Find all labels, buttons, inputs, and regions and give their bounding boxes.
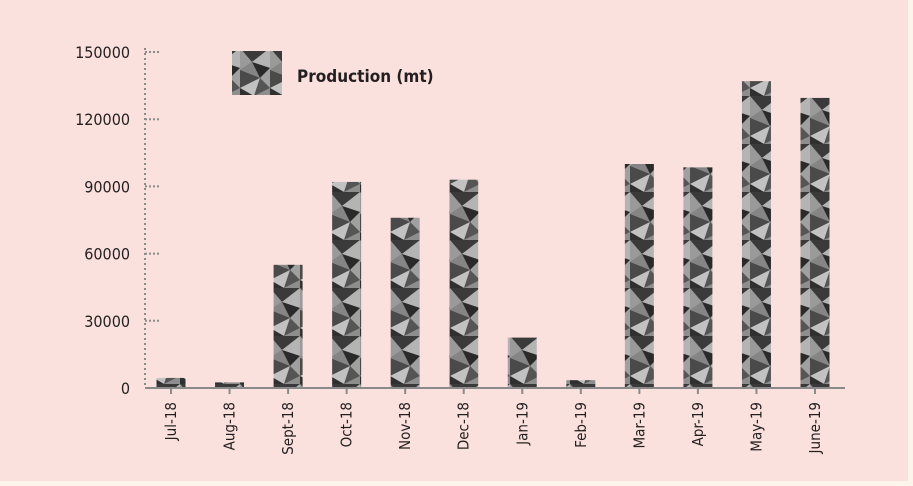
- y-tick-label: 120000: [75, 110, 130, 129]
- x-tick-label: Nov-18: [396, 402, 414, 450]
- bar: [566, 380, 596, 388]
- x-tick-label: Oct-18: [338, 402, 356, 447]
- x-tick-labels: Jul-18 Aug-18 Sept-18 Oct-18 Nov-18 Dec-18 Jan…: [162, 402, 824, 455]
- legend: Production (mt): [232, 51, 434, 95]
- x-tick-label: Jul-18: [162, 402, 180, 441]
- y-axis-dotted-ticks: [145, 51, 159, 389]
- bar: [741, 81, 771, 389]
- axes: [144, 48, 845, 394]
- x-tick-label: Feb-19: [572, 402, 590, 448]
- bar: [507, 337, 537, 388]
- bar: [156, 377, 186, 388]
- bar: [449, 179, 479, 388]
- x-tick-label: Aug-18: [221, 402, 239, 450]
- bars: [156, 81, 830, 389]
- x-tick-label: June-19: [806, 402, 824, 454]
- bar: [683, 167, 713, 388]
- x-tick-label: May-19: [747, 402, 765, 452]
- y-tick-label: 60000: [84, 245, 130, 264]
- bar: [390, 217, 420, 388]
- y-tick-label: 150000: [75, 43, 130, 62]
- y-tick-labels: 0 30000 60000 90000 120000 150000: [75, 43, 130, 398]
- bar: [273, 264, 303, 388]
- y-tick-label: 30000: [84, 312, 130, 331]
- x-tick-label: Jan-19: [513, 402, 531, 446]
- x-tick-label: Apr-19: [689, 402, 707, 446]
- y-tick-label: 90000: [84, 177, 130, 196]
- x-tick-label: Dec-18: [455, 402, 473, 450]
- x-tick-label: Mar-19: [630, 402, 648, 449]
- legend-swatch: [232, 51, 282, 95]
- x-tick-label: Sept-18: [279, 402, 297, 455]
- bar: [800, 97, 830, 389]
- legend-label: Production (mt): [297, 67, 434, 87]
- y-tick-label: 0: [121, 379, 130, 398]
- bar: [215, 382, 245, 388]
- bar: [624, 164, 654, 388]
- bar: [332, 181, 362, 388]
